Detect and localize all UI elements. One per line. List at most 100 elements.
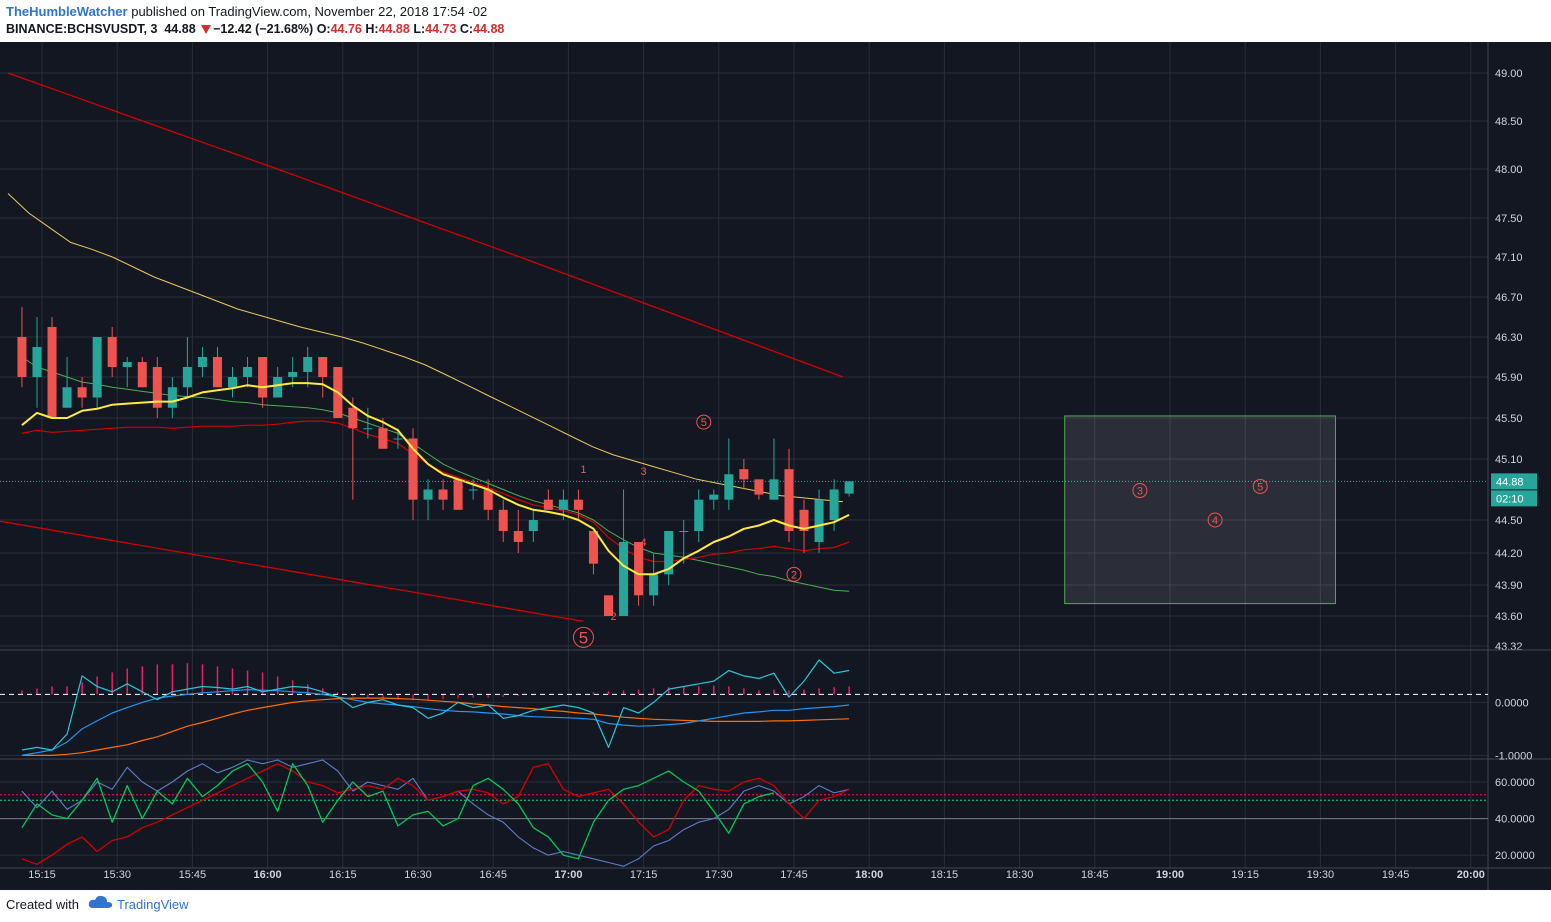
slow-yellow-ma-line: [7, 193, 844, 503]
macd-cyan-line: [21, 659, 850, 751]
price-tick-label: 47.50: [1495, 213, 1523, 225]
candle-body: [679, 531, 689, 532]
time-tick-label: 16:00: [254, 869, 282, 881]
price-tick-label: 48.00: [1495, 164, 1523, 176]
candle-body: [107, 337, 117, 367]
osc-tick-label: 40.0000: [1495, 814, 1535, 826]
time-tick-label: 18:15: [931, 869, 959, 881]
candle-body: [498, 509, 508, 531]
wave-label: 3: [1137, 486, 1143, 498]
candle-body: [739, 469, 749, 480]
candle-body: [814, 499, 824, 542]
high-label: H:: [365, 22, 379, 36]
candle-body: [483, 489, 493, 510]
candle-body: [152, 367, 162, 408]
lower-trendline: [0, 520, 584, 622]
chart-footer: Created with TradingView: [0, 890, 1551, 922]
osc-red-line: [21, 763, 850, 865]
candle-body: [829, 489, 839, 520]
projection-box[interactable]: [1064, 415, 1336, 605]
candle-body: [378, 428, 388, 449]
wave-label-circle: [786, 566, 802, 582]
candle-body: [288, 372, 298, 377]
price-tick-label: 47.10: [1495, 252, 1523, 264]
wave-label: 1: [580, 464, 586, 476]
price-change: −12.42 (−21.68%): [213, 22, 314, 36]
time-tick-label: 17:15: [630, 869, 658, 881]
time-tick-label: 19:30: [1307, 869, 1335, 881]
price-tick-label: 48.50: [1495, 116, 1523, 128]
candle-body: [137, 362, 147, 388]
time-tick-label: 16:15: [329, 869, 357, 881]
publish-info: published on TradingView.com, November 2…: [131, 4, 488, 19]
last-price-tag: [1491, 473, 1537, 490]
chart-canvas[interactable]: 15:15 15:30 15:45 16:00 16:15 16:30 16:45 17:00…: [0, 42, 1551, 890]
wave-label: 5: [1257, 481, 1263, 493]
tradingview-link[interactable]: TradingView: [117, 897, 189, 912]
wave-label: 4: [1212, 515, 1218, 527]
wave-label: 2: [610, 611, 616, 623]
candle-body: [468, 489, 478, 491]
close-label: C:: [459, 22, 474, 36]
candle-body: [363, 428, 373, 430]
candle-body: [182, 367, 192, 388]
time-tick-label: 17:30: [705, 869, 733, 881]
price-tick-label: 45.50: [1495, 413, 1523, 425]
price-tick-label: 45.90: [1495, 372, 1523, 384]
chart-background: [0, 42, 1551, 890]
time-tick-label: 15:45: [179, 869, 207, 881]
price-tick-label: 44.50: [1495, 515, 1523, 527]
candle-body: [604, 595, 614, 616]
candle-body: [784, 469, 794, 531]
low-value: 44.73: [425, 22, 457, 36]
time-tick-label: 19:45: [1382, 869, 1410, 881]
time-tick-label: 16:45: [479, 869, 507, 881]
fast-ema-line: [21, 382, 850, 576]
price-tick-label: 49.00: [1495, 68, 1523, 80]
candle-body: [32, 347, 42, 377]
price-tick-label: 46.70: [1495, 292, 1523, 304]
wave-label: 3: [641, 466, 647, 478]
candle-body: [122, 362, 132, 367]
candle-body: [724, 474, 734, 500]
symbol-line: BINANCE:BCHSVUSDT, 3 44.88 −12.42 (−21.6…: [6, 22, 504, 36]
price-axis-panel: [1488, 42, 1551, 890]
time-tick-label: 15:30: [103, 869, 131, 881]
time-tick-label: 19:15: [1231, 869, 1259, 881]
time-tick-label: 20:00: [1457, 869, 1485, 881]
wave-label-circle: [1252, 478, 1268, 494]
macd-tick-label: -1.0000: [1495, 750, 1532, 762]
candle-body: [769, 479, 779, 500]
chart-header: TheHumbleWatcher published on TradingVie…: [0, 0, 1551, 42]
candle-body: [438, 489, 448, 500]
last-price-label: 44.88: [1496, 476, 1524, 488]
time-tick-label: 19:00: [1156, 869, 1184, 881]
countdown-tag: [1491, 490, 1537, 507]
tradingview-cloud-icon: [88, 895, 113, 908]
author-link[interactable]: TheHumbleWatcher: [6, 4, 128, 19]
candle-body: [258, 357, 268, 398]
candle-body: [92, 337, 102, 398]
candle-body: [212, 357, 222, 388]
candle-body: [513, 531, 523, 542]
candle-body: [228, 377, 238, 388]
last-price: 44.88: [164, 22, 196, 36]
wave-label: 2: [791, 569, 797, 581]
candle-body: [754, 479, 764, 495]
candle-body: [649, 574, 659, 596]
candle-body: [47, 327, 57, 418]
high-value: 44.88: [378, 22, 410, 36]
symbol-name: BINANCE:BCHSVUSDT, 3: [6, 22, 158, 36]
macd-orange-line: [21, 697, 850, 757]
open-value: 44.76: [330, 22, 362, 36]
macd-tick-label: 0.0000: [1495, 697, 1529, 709]
candle-body: [573, 499, 583, 510]
price-tick-label: 45.10: [1495, 454, 1523, 466]
created-with-label: Created with: [6, 897, 79, 912]
candle-body: [273, 377, 283, 398]
down-triangle-icon: [201, 25, 212, 34]
osc-green-line: [21, 763, 775, 860]
time-tick-label: 15:15: [28, 869, 56, 881]
candle-body: [528, 520, 538, 531]
candle-body: [348, 407, 358, 429]
